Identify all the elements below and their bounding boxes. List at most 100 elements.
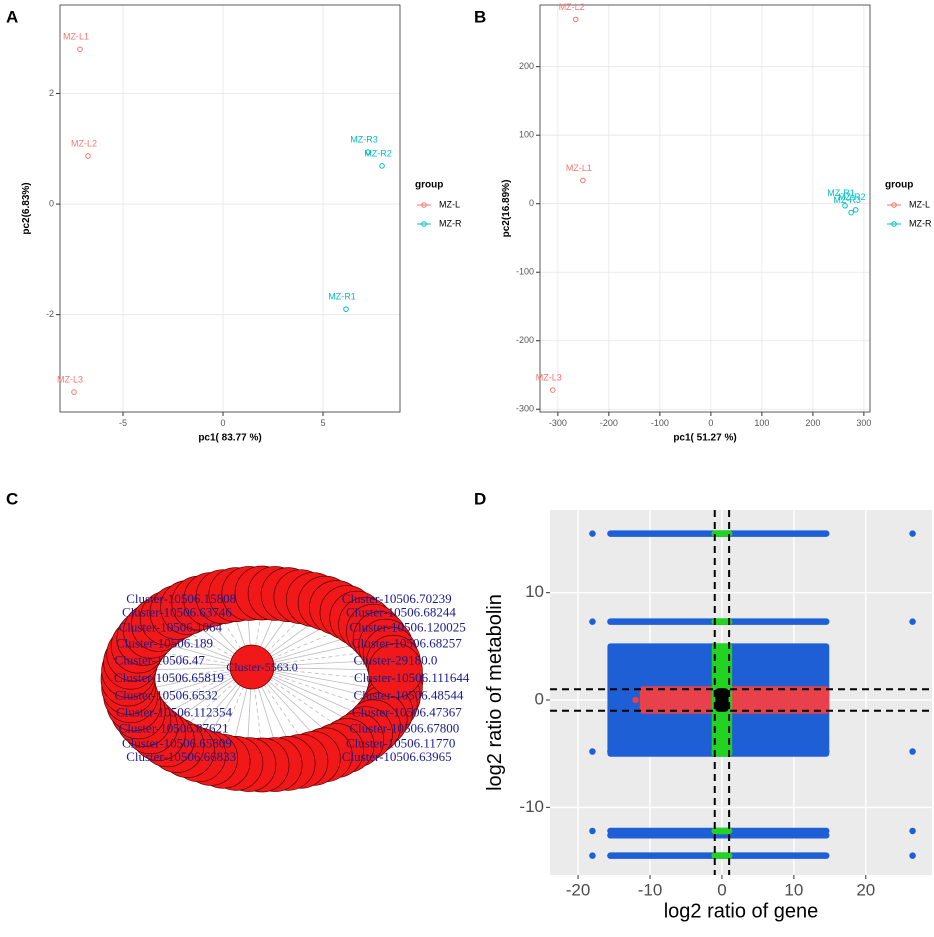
x-tick-label: -10 <box>638 881 663 900</box>
point <box>572 16 579 23</box>
point-label: MZ-L1 <box>63 32 89 42</box>
point-block <box>639 686 830 714</box>
point <box>842 202 848 209</box>
point <box>343 306 349 312</box>
panel-letter: C <box>6 489 18 508</box>
x-tick-label: 0 <box>708 418 713 428</box>
legend-label: MZ-L <box>909 199 930 209</box>
point-label: MZ-R1 <box>827 188 855 198</box>
y-tick-label: -300 <box>516 404 534 414</box>
node-label: Cluster-10506.87621 <box>119 721 229 736</box>
y-axis-label: log2 ratio of metabolin <box>484 594 506 791</box>
point-label: MZ-L1 <box>566 163 592 173</box>
point <box>549 387 556 393</box>
node-label: Cluster-10506.63965 <box>342 749 452 764</box>
point <box>580 177 586 184</box>
x-tick-label: -5 <box>119 418 127 428</box>
point <box>71 389 77 395</box>
node-label: Cluster-10506.111644 <box>354 670 470 685</box>
point <box>85 153 91 159</box>
node-label: Cluster-10506.68244 <box>346 605 456 620</box>
x-tick-label: 0 <box>717 881 726 900</box>
center-node <box>229 644 275 690</box>
point <box>365 149 371 155</box>
y-tick-label: -100 <box>516 267 534 277</box>
panel-letter: A <box>6 7 18 26</box>
legend-title: group <box>415 180 443 191</box>
legend-swatch <box>421 221 427 227</box>
node-label: Cluster-10506.48544 <box>353 687 463 702</box>
x-axis-label: log2 ratio of gene <box>664 900 819 922</box>
point-label: MZ-R3 <box>350 134 378 144</box>
node-label: Cluster-10506.47 <box>115 653 206 668</box>
x-tick-label: -300 <box>549 418 567 428</box>
point <box>77 46 83 53</box>
node-label: Cluster-10506.65819 <box>114 670 224 685</box>
legend-label: MZ-R <box>909 218 932 228</box>
y-tick-label: -10 <box>519 797 544 816</box>
plot-background <box>540 5 870 412</box>
point-label: MZ-L2 <box>559 2 585 12</box>
point-label: MZ-R3 <box>833 195 861 205</box>
node-label: Cluster-10506.68257 <box>352 636 462 651</box>
point <box>852 207 859 213</box>
y-tick-label: 0 <box>535 689 544 708</box>
y-tick-label: 10 <box>525 582 544 601</box>
legend-title: group <box>885 180 913 191</box>
x-tick-label: 300 <box>856 418 871 428</box>
node-label: Cluster-10506.11770 <box>346 735 455 750</box>
point-label: MZ-R2 <box>364 148 392 158</box>
plot-border <box>539 4 871 413</box>
node-label: Cluster-10506.67800 <box>349 721 459 736</box>
node-label: Cluster-10506.63746 <box>122 605 232 620</box>
point-label: MZ-L2 <box>71 138 97 148</box>
y-axis-label: pc2(6.83%) <box>21 182 32 234</box>
node-label: Cluster-10506.112354 <box>116 704 232 719</box>
node-label: Cluster-10506.1064 <box>119 619 223 634</box>
node-label: Cluster-10506.70239 <box>342 591 452 606</box>
node-label: Cluster-10506.15808 <box>126 591 236 606</box>
node <box>368 643 423 698</box>
node-label: Cluster-10506.47367 <box>352 704 462 719</box>
edge <box>251 614 306 668</box>
x-tick-label: -100 <box>651 418 669 428</box>
x-tick-label: 200 <box>805 418 820 428</box>
x-tick-label: 10 <box>784 881 803 900</box>
y-tick-label: 200 <box>519 61 534 71</box>
node-label: Cluster-10506.65809 <box>122 735 232 750</box>
y-tick-label: 0 <box>49 198 54 208</box>
point-label: MZ-R2 <box>838 192 866 202</box>
panel-letter: B <box>474 7 486 26</box>
node-label: Cluster-10506.120025 <box>349 619 465 634</box>
point-label: MZ-L3 <box>57 374 83 384</box>
legend-label: MZ-L <box>439 199 460 209</box>
y-tick-label: -2 <box>46 309 54 319</box>
legend-swatch <box>891 202 897 208</box>
x-tick-label: -200 <box>600 418 618 428</box>
x-tick-label: 100 <box>754 418 769 428</box>
plot-border <box>59 4 401 413</box>
y-tick-label: 2 <box>49 88 54 98</box>
legend-swatch <box>421 202 427 208</box>
point-block <box>715 688 729 712</box>
legend-label: MZ-R <box>439 218 462 228</box>
x-tick-label: 5 <box>320 418 325 428</box>
legend-swatch <box>891 221 897 227</box>
edge <box>251 666 366 707</box>
plot-background <box>60 5 400 412</box>
x-tick-label: 20 <box>856 881 875 900</box>
point-label: MZ-L3 <box>536 372 562 382</box>
edge <box>251 651 366 668</box>
node-label: Cluster-10506.189 <box>116 636 213 651</box>
x-axis-label: pc1( 83.77 %) <box>198 433 261 444</box>
y-axis-label: pc2(16.89%) <box>501 180 512 238</box>
point <box>379 163 385 169</box>
edge <box>182 629 253 668</box>
point-label: MZ-R1 <box>328 292 356 302</box>
y-tick-label: -200 <box>516 335 534 345</box>
y-tick-label: 100 <box>519 130 534 140</box>
panel-letter: D <box>474 489 486 508</box>
x-tick-label: 0 <box>220 418 225 428</box>
x-tick-label: -20 <box>566 881 591 900</box>
